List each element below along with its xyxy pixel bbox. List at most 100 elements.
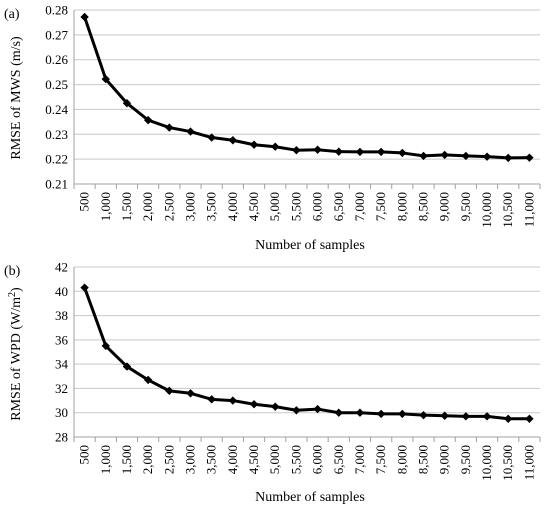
panel-b-y-tick-label: 30: [55, 405, 68, 420]
panel-b-data-point: [525, 414, 534, 423]
panel-a-x-tick-label: 4,000: [225, 192, 240, 221]
panel-a-x-tick-label: 6,000: [310, 192, 325, 221]
panel-b-data-point: [398, 409, 407, 419]
panel-a-y-tick-label: 0.21: [45, 177, 68, 192]
panel-a-data-point: [398, 148, 407, 158]
panel-a-data-point: [504, 153, 513, 163]
panel-b-x-tick-label: 9,000: [437, 445, 452, 474]
panel-a-data-point: [122, 99, 132, 108]
panel-a-data-point: [186, 127, 195, 136]
panel-a-x-tick-label: 3,000: [183, 192, 198, 221]
panel-a-x-tick-label: 1,000: [98, 192, 113, 221]
panel-b-data-point: [122, 362, 132, 371]
panel-b-x-tick-label: 10,000: [479, 445, 494, 481]
panel-a-data-point: [355, 147, 365, 157]
panel-b-data-point: [186, 389, 195, 398]
panel-b-data-point: [504, 414, 513, 423]
panel-b-x-tick-label: 7,000: [352, 445, 367, 474]
panel-b-y-tick-label: 28: [55, 430, 68, 445]
panel-b-x-tick-label: 6,000: [310, 445, 325, 474]
panel-a-data-point: [271, 142, 280, 151]
panel-b-x-tick-label: 5,500: [288, 445, 303, 474]
panel-a-data-point: [165, 123, 174, 132]
panel-b-x-tick-label: 8,000: [394, 445, 409, 474]
panel-a-y-tick-label: 0.24: [45, 102, 68, 117]
panel-b-x-tick-label: 3,000: [183, 445, 198, 474]
panel-b-data-point: [313, 404, 322, 414]
panel-b-data-point: [143, 375, 153, 385]
panel-b-y-tick-label: 36: [55, 332, 69, 347]
panel-a-x-tick-label: 10,500: [500, 192, 515, 228]
panel-a-x-tick-label: 9,500: [458, 192, 473, 221]
panel-a-x-tick-label: 7,500: [373, 192, 388, 221]
panel-b-x-tick-label: 6,500: [331, 445, 346, 474]
panel-b-data-point: [355, 408, 365, 417]
panel-b-data-point: [101, 341, 110, 351]
panel-b-x-tick-label: 5,000: [267, 445, 282, 474]
panel-b-x-tick-label: 7,500: [373, 445, 388, 474]
panel-a-series-line: [83, 16, 530, 160]
panel-b-y-axis-title-sup: 2: [7, 292, 18, 297]
panel-b-x-tick-label: 1,500: [119, 445, 134, 474]
panel-a-label: (a): [4, 7, 20, 22]
panel-b-data-point: [271, 402, 280, 411]
panel-b-x-axis-title: Number of samples: [255, 490, 365, 505]
panel-a-y-tick-label: 0.27: [45, 27, 68, 42]
panel-b-x-tick-label: 4,000: [225, 445, 240, 474]
panel-b-x-tick-label: 500: [77, 445, 92, 465]
panel-a-data-point: [482, 152, 492, 161]
panel-b-series-line: [83, 287, 530, 421]
panel-a-x-tick-label: 2,500: [161, 192, 176, 221]
panel-b-data-point: [80, 283, 89, 292]
panel-a-data-point: [249, 140, 259, 149]
panel-b-y-axis-title: RMSE of WPD (W/m2): [7, 287, 24, 421]
panel-a-data-point: [101, 74, 110, 84]
panel-a-data-point: [334, 147, 343, 156]
panel-b-y-tick-label: 42: [55, 260, 68, 275]
panel-b-x-tick-label: 2,000: [140, 445, 155, 474]
panel-b-y-tick-label: 38: [55, 308, 68, 323]
panel-a-x-tick-label: 1,500: [119, 192, 134, 221]
panel-a-x-tick-label: 5,500: [288, 192, 303, 221]
panel-b-data-point: [461, 412, 471, 421]
panel-a-x-tick-label: 8,500: [416, 192, 431, 221]
panel-a-data-point: [461, 151, 471, 161]
panel-a-y-axis-title: RMSE of MWS (m/s): [9, 36, 24, 160]
panel-b-data-point: [249, 400, 259, 409]
panel-a-y-tick-label: 0.28: [45, 3, 68, 18]
panel-b-x-tick-label: 10,500: [500, 445, 515, 481]
panel-a-x-tick-label: 2,000: [140, 192, 155, 221]
panel-b-y-tick-label: 40: [55, 284, 68, 299]
panel-a-y-tick-label: 0.26: [45, 52, 68, 67]
panel-b-x-tick-label: 11,000: [521, 445, 536, 480]
panel-a-x-tick-label: 500: [77, 192, 92, 212]
panel-a-x-tick-label: 7,000: [352, 192, 367, 221]
panel-a-y-tick-label: 0.23: [45, 127, 68, 142]
panel-b-data-point: [228, 396, 238, 405]
panel-b-x-tick-label: 9,500: [458, 445, 473, 474]
panel-a-x-tick-label: 10,000: [479, 192, 494, 228]
panel-b-y-tick-label: 34: [55, 357, 69, 372]
panel-b-x-tick-label: 3,500: [204, 445, 219, 474]
panel-a: (a) RMSE of MWS (m/s) Number of samples …: [4, 3, 541, 253]
panel-b-label: (b): [4, 264, 21, 279]
panel-b-y-axis-title-end: ): [9, 287, 24, 292]
panel-b-data-point: [292, 406, 301, 415]
panel-b-x-tick-label: 1,000: [98, 445, 113, 474]
panel-b-data-point: [165, 386, 174, 396]
panel-b-y-axis-title-main: RMSE of WPD (W/m: [9, 297, 24, 421]
panel-a-x-tick-label: 9,000: [437, 192, 452, 221]
panel-b-data-point: [440, 411, 449, 420]
panel-a-x-tick-label: 3,500: [204, 192, 219, 221]
panel-b-data-point: [482, 412, 492, 421]
panel-a-data-point: [419, 151, 428, 161]
panel-a-data-point: [143, 115, 153, 125]
panel-b-x-tick-label: 2,500: [161, 445, 176, 474]
panel-a-x-tick-label: 11,000: [521, 192, 536, 227]
panel-a-data-point: [207, 133, 216, 142]
panel-a-y-tick-label: 0.22: [45, 152, 68, 167]
panel-a-x-tick-label: 4,500: [246, 192, 261, 221]
panel-b-data-point: [334, 408, 343, 417]
panel-a-data-point: [440, 150, 449, 160]
